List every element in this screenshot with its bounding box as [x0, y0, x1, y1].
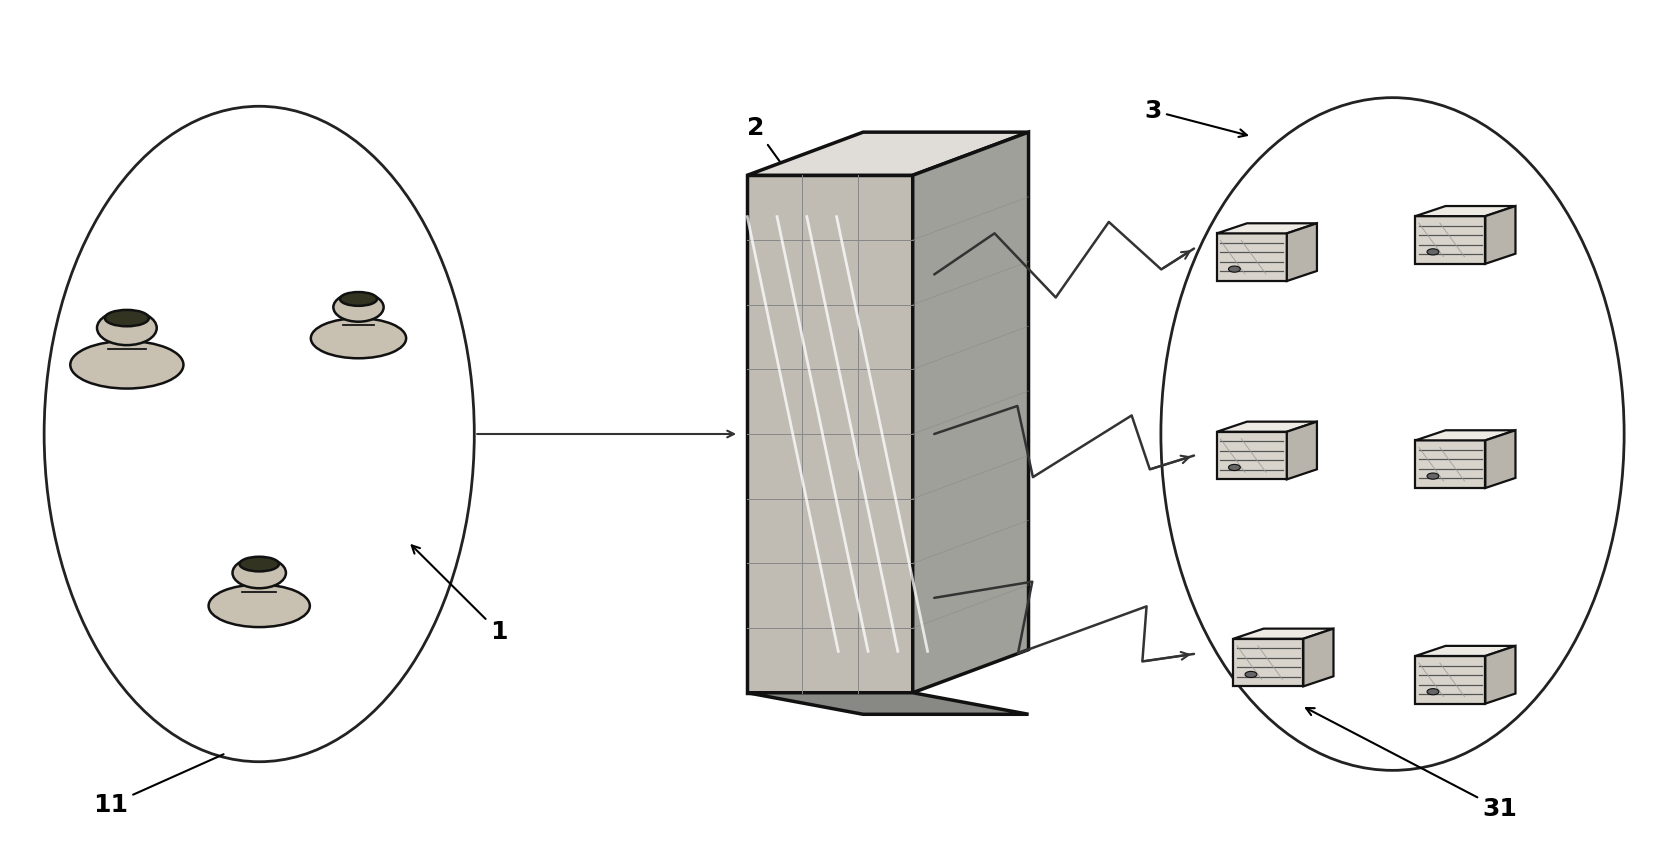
Ellipse shape: [239, 556, 279, 571]
Ellipse shape: [70, 341, 184, 389]
Text: 1: 1: [412, 545, 508, 644]
Ellipse shape: [96, 311, 156, 345]
Polygon shape: [1286, 223, 1316, 281]
Polygon shape: [1486, 206, 1516, 264]
Polygon shape: [913, 132, 1029, 693]
Bar: [1233, 639, 1303, 687]
Ellipse shape: [209, 584, 310, 627]
Ellipse shape: [340, 292, 377, 306]
Bar: [1217, 233, 1286, 281]
Circle shape: [1228, 464, 1240, 470]
Circle shape: [1228, 266, 1240, 273]
Polygon shape: [1416, 431, 1516, 440]
Bar: [1217, 431, 1286, 479]
Polygon shape: [1286, 422, 1316, 479]
Text: 3: 3: [1144, 99, 1247, 137]
Bar: [1416, 440, 1486, 488]
Ellipse shape: [232, 557, 286, 589]
Text: 11: 11: [93, 754, 224, 817]
Polygon shape: [1217, 422, 1316, 431]
Ellipse shape: [334, 293, 383, 322]
Bar: [1416, 216, 1486, 264]
Circle shape: [1428, 688, 1439, 694]
Polygon shape: [747, 132, 1029, 175]
Ellipse shape: [310, 319, 407, 358]
Polygon shape: [747, 693, 1029, 714]
Ellipse shape: [105, 310, 149, 326]
Circle shape: [1245, 671, 1257, 678]
Polygon shape: [1486, 431, 1516, 488]
Text: 31: 31: [1306, 708, 1517, 821]
Polygon shape: [1416, 206, 1516, 216]
Bar: [747, 175, 913, 693]
Bar: [1416, 656, 1486, 704]
Polygon shape: [1416, 646, 1516, 656]
Polygon shape: [1217, 223, 1316, 233]
Text: 2: 2: [747, 115, 802, 193]
Polygon shape: [1303, 628, 1333, 687]
Polygon shape: [1233, 628, 1333, 639]
Circle shape: [1428, 249, 1439, 255]
Polygon shape: [1486, 646, 1516, 704]
Circle shape: [1428, 473, 1439, 479]
